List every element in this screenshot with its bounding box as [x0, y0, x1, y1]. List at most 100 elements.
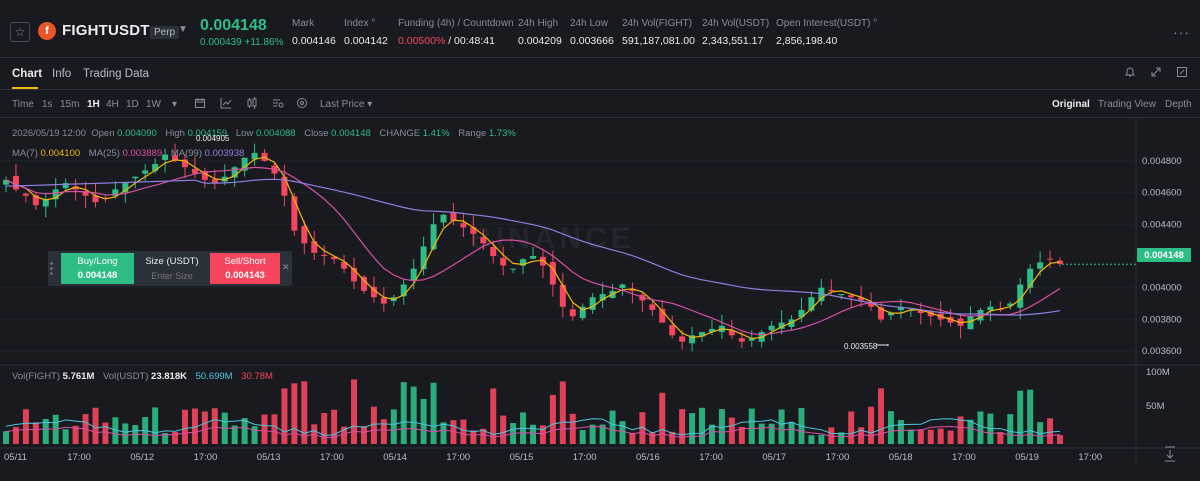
candle-body: [162, 154, 169, 160]
chart-canvas[interactable]: BINANCE0.0048000.0046000.0044000.0042000…: [0, 118, 1200, 481]
ma-legend[interactable]: MA(7) 0.004100 MA(25) 0.003889 MA(99) 0.…: [12, 148, 244, 159]
volume-bar: [1017, 390, 1024, 444]
stat-label[interactable]: Mark: [292, 18, 315, 29]
candle-body: [201, 171, 208, 180]
x-tick-label: 05/19: [1015, 452, 1039, 463]
view-depth[interactable]: Depth: [1165, 99, 1192, 110]
indicators-icon[interactable]: [272, 97, 284, 112]
interval-1w[interactable]: 1W: [146, 99, 161, 110]
volume-bar: [231, 425, 238, 444]
candle-body: [878, 307, 885, 320]
buy-long-button[interactable]: Buy/Long 0.004148: [61, 253, 134, 284]
interval-1d[interactable]: 1D: [126, 99, 139, 110]
x-tick-label: 17:00: [952, 452, 976, 463]
ma99-value: 0.003938: [204, 148, 245, 159]
time-label[interactable]: Time: [12, 99, 34, 110]
tab-chart[interactable]: Chart: [12, 68, 43, 80]
candle-body: [967, 316, 974, 330]
view-original[interactable]: Original: [1052, 99, 1090, 110]
candle-body: [629, 289, 636, 291]
candle-body: [420, 246, 427, 270]
candle-body: [12, 175, 19, 190]
volume-bar: [251, 426, 258, 444]
tab-trading-data[interactable]: Trading Data: [83, 68, 150, 80]
volume-bar: [738, 426, 745, 444]
candle-body: [987, 306, 994, 311]
volume-bar: [599, 424, 606, 444]
volume-legend[interactable]: Vol(FIGHT) 5.761M Vol(USDT) 23.818K 50.6…: [12, 371, 273, 382]
interval-1h[interactable]: 1H: [87, 99, 100, 110]
candle-body: [530, 256, 536, 259]
sell-short-label: Sell/Short: [224, 256, 266, 267]
interval-4h[interactable]: 4H: [106, 99, 119, 110]
stat-label[interactable]: Open Interest(USDT) °: [776, 18, 878, 29]
detach-icon[interactable]: [1176, 66, 1188, 81]
close-icon[interactable]: ✕: [282, 262, 290, 272]
interval-15m[interactable]: 15m: [60, 99, 80, 110]
tab-info[interactable]: Info: [52, 68, 72, 80]
candle-body: [748, 338, 755, 341]
volume-bar: [12, 426, 19, 444]
volume-bar: [818, 434, 825, 444]
star-icon[interactable]: ☆: [10, 22, 30, 42]
drag-handle-icon[interactable]: ▪ ▪ ▪: [50, 259, 53, 278]
candle-body: [380, 297, 387, 304]
expand-icon[interactable]: [1150, 66, 1162, 81]
bell-icon[interactable]: [1124, 66, 1136, 81]
sell-short-button[interactable]: Sell/Short 0.004143: [210, 253, 280, 284]
candle-body: [589, 297, 596, 310]
candle-body: [112, 189, 119, 196]
price-chart[interactable]: BINANCE0.0048000.0046000.0044000.0042000…: [0, 118, 1200, 481]
settings-icon[interactable]: [296, 97, 308, 112]
x-tick-label: 05/18: [889, 452, 913, 463]
volume-bar: [639, 412, 646, 444]
volume-bar: [957, 416, 964, 444]
candle-body: [808, 297, 815, 311]
chevron-down-icon[interactable]: ▼: [178, 24, 188, 35]
y-tick-label: 0.004800: [1142, 156, 1182, 167]
volume-bar: [708, 424, 715, 444]
candle-body: [341, 262, 348, 269]
volume-bar: [62, 429, 69, 444]
x-tick-label: 17:00: [320, 452, 344, 463]
volume-bar: [261, 414, 268, 444]
candlestick-icon[interactable]: [246, 97, 258, 112]
volume-bar: [370, 406, 377, 444]
candle-body: [858, 297, 865, 301]
volume-bar: [689, 413, 696, 444]
open-value: 0.004090: [117, 128, 157, 139]
stat-value: 2,343,551.17: [702, 35, 764, 47]
price-type-select[interactable]: Last Price ▾: [320, 99, 373, 110]
candle-body: [490, 246, 497, 256]
volume-bar: [897, 419, 904, 444]
volume-bar: [351, 379, 358, 444]
candle-body: [221, 176, 228, 182]
y-tick-label: 0.003600: [1142, 346, 1182, 357]
calendar-icon[interactable]: [194, 97, 206, 112]
line-chart-icon[interactable]: [220, 97, 232, 112]
candle-body: [1047, 258, 1054, 260]
interval-1s[interactable]: 1s: [42, 99, 53, 110]
candle-body: [510, 268, 517, 270]
y-tick-label: 0.004600: [1142, 188, 1182, 199]
volume-bar: [907, 429, 914, 444]
tab-active-indicator: [12, 87, 38, 89]
view-tradingview[interactable]: Trading View: [1098, 99, 1156, 110]
volume-bar: [321, 413, 328, 444]
volume-bar: [858, 427, 865, 444]
candle-body: [1027, 268, 1034, 288]
more-icon[interactable]: ···: [1173, 24, 1190, 40]
candle-body: [430, 224, 437, 250]
candle-body: [619, 284, 626, 288]
stat-label[interactable]: Funding (4h) / Countdown: [398, 18, 514, 29]
interval-dropdown-icon[interactable]: ▾: [172, 99, 178, 110]
volume-bar: [629, 432, 636, 444]
size-input[interactable]: [139, 271, 205, 281]
volume-bar: [410, 386, 417, 444]
symbol-name[interactable]: FIGHTUSDT: [62, 22, 150, 39]
x-tick-label: 17:00: [194, 452, 218, 463]
stat-label[interactable]: Index °: [344, 18, 376, 29]
last-price: 0.004148: [200, 17, 267, 34]
volume-bar: [420, 398, 427, 444]
candle-body: [1017, 284, 1024, 308]
